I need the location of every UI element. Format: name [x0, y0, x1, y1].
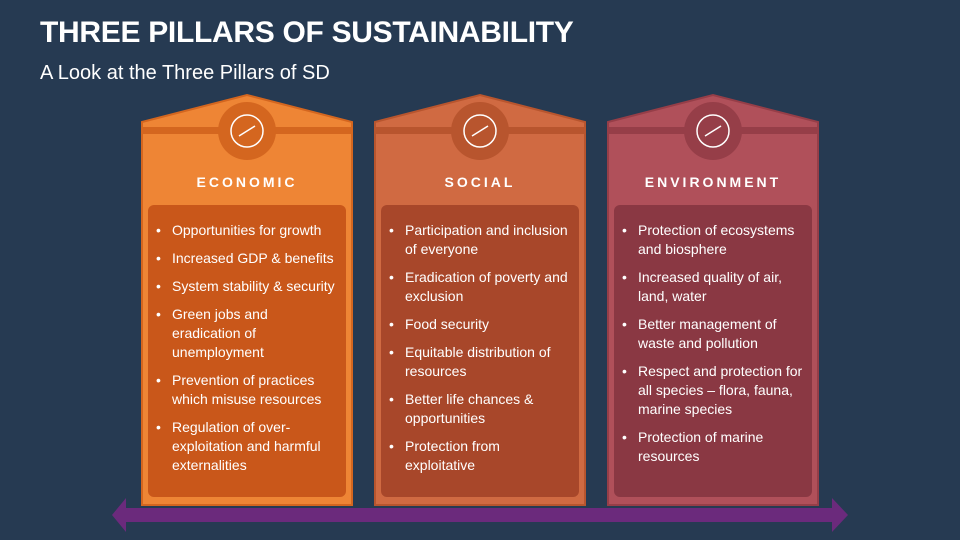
- timeline-arrow: [112, 498, 848, 532]
- pillar-title: ECONOMIC: [196, 174, 298, 190]
- item: Better life chances & opportunities: [389, 390, 573, 428]
- item: Respect and protection for all species –…: [622, 362, 806, 419]
- item: Opportunities for growth: [156, 221, 340, 240]
- item: Participation and inclusion of everyone: [389, 221, 573, 259]
- icon: [471, 125, 489, 137]
- icon: [230, 114, 264, 148]
- item: Protection of ecosystems and biosphere: [622, 221, 806, 259]
- icon: [696, 114, 730, 148]
- item: Eradication of poverty and exclusion: [389, 268, 573, 306]
- pillar-panel: Participation and inclusion of everyone E…: [381, 205, 579, 497]
- item: Increased GDP & benefits: [156, 249, 340, 268]
- pillar-panel: Opportunities for growth Increased GDP & …: [148, 205, 346, 497]
- title: THREE PILLARS OF SUSTAINABILITY: [40, 16, 574, 49]
- item: Prevention of practices which misuse res…: [156, 371, 340, 409]
- item: Increased quality of air, land, water: [622, 268, 806, 306]
- pillar-panel: Protection of ecosystems and biosphere In…: [614, 205, 812, 497]
- icon: [238, 125, 256, 137]
- item: Equitable distribution of resources: [389, 343, 573, 381]
- icon: [704, 125, 722, 137]
- icon: [463, 114, 497, 148]
- item: Green jobs and eradication of unemployme…: [156, 305, 340, 362]
- item: Food security: [389, 315, 573, 334]
- item: Protection of marine resources: [622, 428, 806, 466]
- pillar-title: ENVIRONMENT: [644, 174, 782, 190]
- item-list: Participation and inclusion of everyone E…: [387, 221, 573, 475]
- item: Protection from exploitative: [389, 437, 573, 475]
- item-list: Protection of ecosystems and biosphere In…: [620, 221, 806, 466]
- item: System stability & security: [156, 277, 340, 296]
- item: Regulation of over-exploitation and harm…: [156, 418, 340, 475]
- item: Better management of waste and pollution: [622, 315, 806, 353]
- pillar-title: SOCIAL: [444, 174, 516, 190]
- subtitle: A Look at the Three Pillars of SD: [40, 62, 330, 84]
- item-list: Opportunities for growth Increased GDP & …: [154, 221, 340, 475]
